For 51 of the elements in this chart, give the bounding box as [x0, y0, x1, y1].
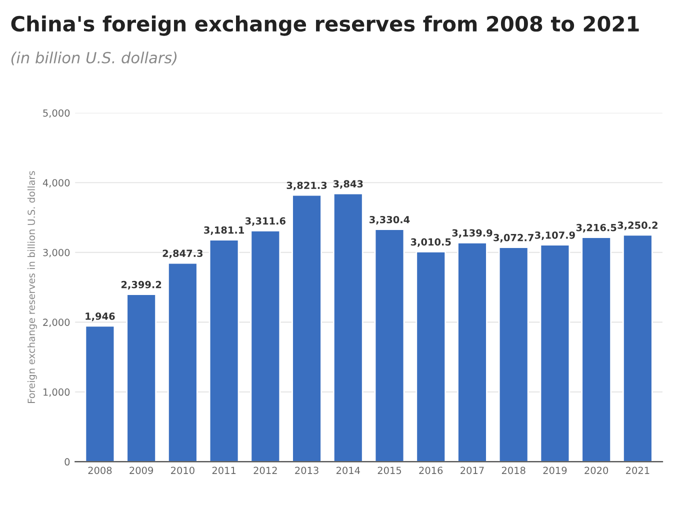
y-tick-label: 5,000	[43, 109, 70, 118]
y-tick-label: 2,000	[43, 318, 70, 327]
x-tick-label: 2018	[502, 466, 526, 474]
y-tick-label: 1,000	[44, 388, 70, 397]
data-label: 3,107.9	[535, 231, 575, 240]
x-tick-label: 2009	[130, 466, 153, 474]
bar	[498, 246, 529, 462]
y-tick-label: 4,000	[42, 179, 70, 188]
bar	[84, 325, 116, 462]
data-label: 3,843	[333, 180, 363, 189]
data-label: 3,216.5	[576, 224, 616, 232]
bar	[457, 242, 488, 462]
data-label: 3,072.7	[494, 234, 534, 243]
x-tick-label: 2014	[336, 466, 360, 474]
x-tick-label: 2011	[212, 466, 236, 474]
x-tick-label: 2008	[88, 466, 112, 474]
bar	[292, 194, 322, 462]
data-label: 3,330.4	[370, 216, 410, 225]
bar	[416, 250, 446, 462]
y-tick-label: 0	[64, 458, 70, 466]
bar	[208, 239, 240, 462]
x-tick-label: 2016	[419, 466, 443, 474]
x-tick-label: 2017	[460, 466, 484, 474]
data-label: 3,181.1	[204, 226, 244, 235]
x-tick-label: 2021	[626, 466, 650, 474]
bar	[168, 262, 198, 462]
x-tick-label: 2020	[584, 466, 608, 474]
data-label: 3,821.3	[286, 182, 327, 190]
bar	[581, 236, 612, 462]
x-tick-label: 2013	[295, 466, 318, 474]
data-label: 2,399.2	[121, 280, 162, 290]
bar	[374, 228, 405, 462]
data-label: 3,311.6	[245, 217, 286, 226]
x-tick-label: 2010	[171, 466, 194, 474]
bar	[622, 234, 653, 462]
chart-subtitle: (in billion U.S. dollars)	[11, 52, 177, 66]
y-axis-title: Foreign exchange reserves in billion U.S. dollars	[27, 171, 37, 403]
data-label: 2,847.3	[162, 250, 203, 258]
bar	[126, 294, 156, 462]
bar	[250, 230, 281, 462]
x-tick-label: 2012	[254, 466, 277, 474]
data-label: 1,946	[86, 312, 115, 322]
y-tick-label: 3,000	[43, 248, 70, 258]
data-label: 3,010.5	[410, 238, 451, 247]
x-tick-label: 2015	[378, 466, 402, 474]
chart-title: China's foreign exchange reserves from 2008 to 2021	[11, 15, 639, 36]
data-label: 3,139.9	[452, 229, 492, 238]
bar	[332, 192, 364, 462]
bar	[540, 244, 570, 462]
x-tick-label: 2019	[543, 466, 567, 474]
data-label: 3,250.2	[618, 222, 658, 230]
